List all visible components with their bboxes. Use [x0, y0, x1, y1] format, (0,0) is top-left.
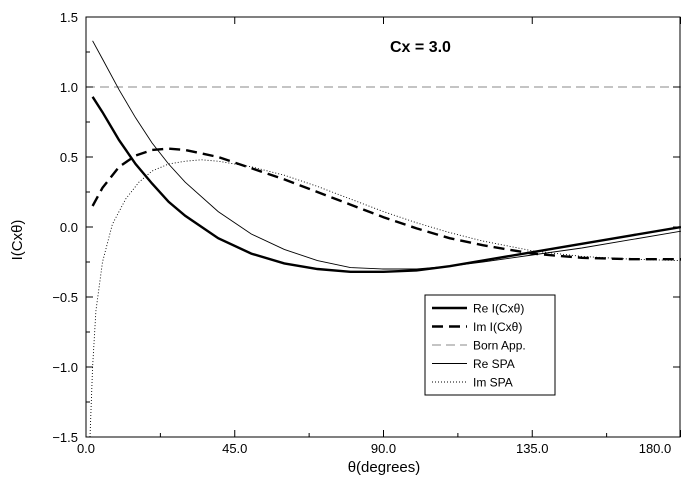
y-tick-label: −0.5 [52, 290, 78, 305]
series-line-1 [91, 147, 681, 261]
x-tick-label: 45.0 [222, 441, 247, 456]
y-tick-label: 0.0 [60, 220, 78, 235]
x-tick-label: 90.0 [371, 441, 396, 456]
x-tick-label: 135.0 [516, 441, 549, 456]
y-tick-label: 1.5 [60, 10, 78, 25]
annotation-label: Cx = 3.0 [390, 39, 451, 56]
y-tick-label: 0.5 [60, 150, 78, 165]
series-line-4 [89, 159, 681, 437]
plot-frame [85, 16, 681, 438]
legend-label-0: Re I(Cxθ) [473, 302, 524, 316]
legend-box [424, 294, 556, 396]
legend-label-4: Im SPA [473, 376, 513, 390]
x-axis-label: θ(degrees) [348, 459, 421, 476]
y-tick-label: −1.5 [52, 430, 78, 445]
series-line-3 [92, 40, 681, 270]
plot-area [86, 40, 681, 437]
legend-label-3: Re SPA [473, 357, 515, 371]
y-axis-label: I(Cxθ) [9, 220, 26, 261]
series-line-0 [91, 96, 681, 273]
legend-label-1: Im I(Cxθ) [473, 320, 522, 334]
axes: 0.0 45.0 90.0 135.0 180.0 −1.5 −1.0 −0.5 0.0 0.5 1… [52, 10, 681, 456]
y-tick-label: 1.0 [60, 80, 78, 95]
x-tick-label: 0.0 [77, 441, 95, 456]
legend-label-2: Born App. [473, 339, 526, 353]
legend: Re I(Cxθ) Im I(Cxθ) Born App. Re SPA Im SPA [424, 294, 556, 396]
y-tick-label: −1.0 [52, 360, 78, 375]
x-tick-label: 180.0 [639, 441, 672, 456]
